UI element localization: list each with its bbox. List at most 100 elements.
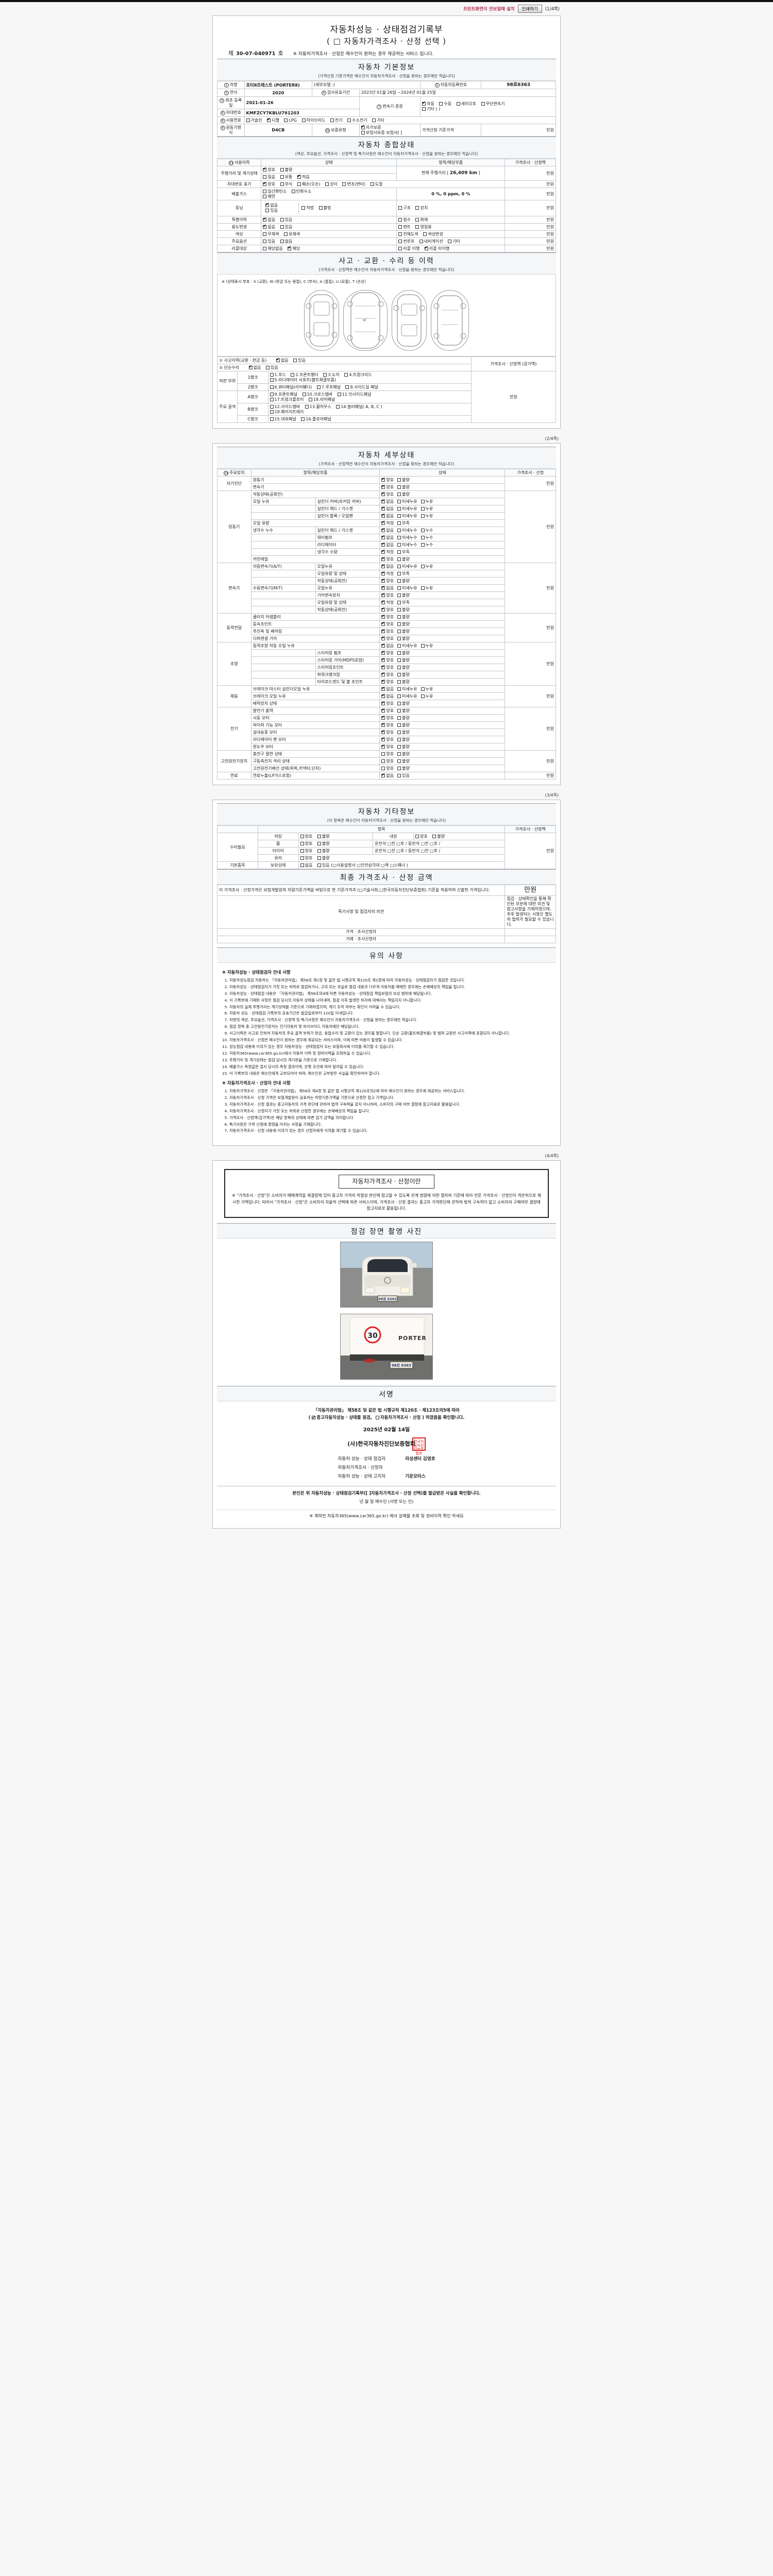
checkbox-icon[interactable] xyxy=(421,499,425,503)
checkbox-icon[interactable] xyxy=(330,118,334,122)
checkbox-icon[interactable] xyxy=(381,585,385,590)
checkbox-icon[interactable] xyxy=(381,484,385,489)
opt-yes[interactable]: 있음 xyxy=(280,217,292,223)
checkbox-icon[interactable] xyxy=(284,232,288,236)
opt-trunk-lid[interactable]: 4.트렁크리드 xyxy=(344,372,372,378)
checkbox-icon[interactable] xyxy=(381,759,385,763)
opt-yes[interactable]: 있음 xyxy=(280,225,292,230)
checkbox-icon[interactable] xyxy=(270,385,274,389)
opt-양호[interactable]: 양호 xyxy=(381,650,394,656)
opt-bad[interactable]: 불량 xyxy=(317,834,330,839)
checkbox-icon[interactable] xyxy=(421,514,425,518)
opt-erased[interactable]: 도말 xyxy=(370,182,382,187)
checkbox-icon[interactable] xyxy=(397,737,401,741)
checkbox-icon[interactable] xyxy=(398,206,402,210)
opt-누수[interactable]: 누수 xyxy=(421,543,433,548)
checkbox-icon[interactable] xyxy=(397,579,401,583)
checkbox-icon[interactable] xyxy=(270,372,274,377)
opt-불량[interactable]: 불량 xyxy=(397,701,410,706)
checkbox-icon[interactable] xyxy=(300,863,304,867)
opt-wheel-house[interactable]: 13.휠하우스 xyxy=(305,404,331,410)
checkbox-icon[interactable] xyxy=(381,772,385,777)
opt-양호[interactable]: 양호 xyxy=(381,484,394,490)
checkbox-icon[interactable] xyxy=(312,1414,316,1421)
opt-different[interactable]: 상이 xyxy=(325,182,338,187)
fuel-opt-lpg[interactable]: LPG xyxy=(284,118,297,123)
opt-color-change[interactable]: 색상변경 xyxy=(423,232,443,237)
checkbox-icon[interactable] xyxy=(288,245,292,250)
checkbox-icon[interactable] xyxy=(381,534,385,539)
checkbox-icon[interactable] xyxy=(381,729,385,734)
checkbox-icon[interactable] xyxy=(280,239,284,243)
checkbox-icon[interactable] xyxy=(381,628,385,633)
checkbox-icon[interactable] xyxy=(317,856,321,860)
fuel-opt-electric[interactable]: 전기 xyxy=(330,118,343,123)
checkbox-icon[interactable] xyxy=(398,217,402,222)
checkbox-icon[interactable] xyxy=(381,671,385,676)
opt-device[interactable]: 장치 xyxy=(415,206,428,211)
opt-none[interactable]: 없음 xyxy=(263,216,275,223)
checkbox-icon[interactable] xyxy=(397,658,401,662)
opt-full-repaint[interactable]: 전체도색 xyxy=(398,232,418,237)
opt-미세누수[interactable]: 미세누수 xyxy=(397,528,417,533)
opt-양호[interactable]: 양호 xyxy=(381,578,394,584)
opt-not-applicable[interactable]: 해당없음 xyxy=(263,246,283,251)
checkbox-icon[interactable] xyxy=(284,118,288,122)
checkbox-icon[interactable] xyxy=(381,621,385,626)
opt-불량[interactable]: 불량 xyxy=(397,478,410,483)
checkbox-icon[interactable] xyxy=(302,392,306,396)
checkbox-icon[interactable] xyxy=(421,506,425,511)
opt-불량[interactable]: 불량 xyxy=(397,759,410,764)
checkbox-icon[interactable] xyxy=(397,665,401,669)
opt-불량[interactable]: 불량 xyxy=(397,607,410,613)
opt-없음[interactable]: 없음 xyxy=(381,527,394,533)
opt-bad[interactable]: 불량 xyxy=(317,856,330,861)
opt-illegal[interactable]: 불법 xyxy=(318,206,331,211)
checkbox-icon[interactable] xyxy=(397,723,401,727)
opt-양호[interactable]: 양호 xyxy=(381,491,394,497)
opt-부족[interactable]: 부족 xyxy=(397,571,410,577)
checkbox-icon[interactable] xyxy=(421,528,425,532)
opt-bad[interactable]: 불량 xyxy=(317,841,330,846)
checkbox-icon[interactable] xyxy=(397,759,401,763)
checkbox-icon[interactable] xyxy=(265,365,270,369)
opt-적정[interactable]: 적정 xyxy=(381,549,394,555)
checkbox-icon[interactable] xyxy=(270,378,274,382)
checkbox-icon[interactable] xyxy=(397,701,401,705)
checkbox-icon[interactable] xyxy=(397,615,401,619)
checkbox-icon[interactable] xyxy=(397,528,401,532)
checkbox-icon[interactable] xyxy=(421,586,425,590)
checkbox-icon[interactable] xyxy=(300,856,304,860)
opt-dash-panel[interactable]: 15.대쉬패널 xyxy=(270,417,296,422)
opt-누유[interactable]: 누유 xyxy=(421,643,433,649)
checkbox-icon[interactable] xyxy=(372,118,376,122)
checkbox-icon[interactable] xyxy=(270,417,274,421)
opt-recall-not-done[interactable]: 리콜 미이행 xyxy=(424,245,449,251)
checkbox-icon[interactable] xyxy=(381,520,385,525)
opt-roof-panel[interactable]: 7.루프패널 xyxy=(316,385,341,390)
opt-누유[interactable]: 누유 xyxy=(421,586,433,591)
opt-적정[interactable]: 적정 xyxy=(381,520,394,526)
checkbox-icon[interactable] xyxy=(263,181,267,186)
opt-불량[interactable]: 불량 xyxy=(397,557,410,562)
opt-hc[interactable]: 탄화수소 xyxy=(291,189,311,194)
checkbox-icon[interactable] xyxy=(381,700,385,705)
trans-opt-other[interactable]: 기타 ( ) xyxy=(422,107,440,112)
opt-양호[interactable]: 양호 xyxy=(381,671,394,677)
opt-누수[interactable]: 누수 xyxy=(421,528,433,533)
checkbox-icon[interactable] xyxy=(317,863,321,867)
checkbox-icon[interactable] xyxy=(263,232,267,236)
checkbox-icon[interactable] xyxy=(397,543,401,547)
checkbox-icon[interactable] xyxy=(381,766,385,770)
checkbox-icon[interactable] xyxy=(381,556,385,561)
checkbox-icon[interactable] xyxy=(381,642,385,648)
opt-불량[interactable]: 불량 xyxy=(397,593,410,598)
checkbox-icon[interactable] xyxy=(397,550,401,554)
checkbox-icon[interactable] xyxy=(397,651,401,655)
opt-양호[interactable]: 양호 xyxy=(381,592,394,598)
fuel-opt-hybrid[interactable]: 하이브리드 xyxy=(301,118,325,123)
opt-불량[interactable]: 불량 xyxy=(397,708,410,714)
checkbox-icon[interactable] xyxy=(381,736,385,741)
opt-불량[interactable]: 불량 xyxy=(397,665,410,670)
opt-미세누유[interactable]: 미세누유 xyxy=(397,506,417,512)
